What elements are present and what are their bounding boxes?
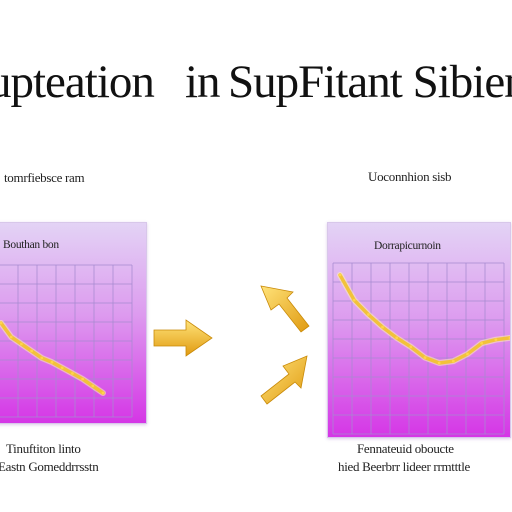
title-left: upteation (0, 56, 155, 108)
diagonal-up-arrow-icon (260, 285, 310, 333)
data-point (101, 391, 105, 395)
data-point (338, 273, 342, 277)
left-chart-inner-label: Bouthan bon (3, 239, 59, 251)
data-point (395, 336, 399, 340)
data-point (494, 338, 498, 342)
left-chart-top-caption: tomrfiebsce ram (4, 170, 85, 185)
data-point (50, 360, 54, 364)
data-point (381, 325, 384, 329)
data-point (71, 372, 74, 375)
page-title: upteation in SupFitant Sibien (0, 52, 512, 112)
right-chart-bottom-caption-1: Fennateuid oboucte (357, 441, 454, 456)
chart-background (0, 223, 146, 423)
data-point (0, 321, 3, 325)
right-chart-inner-label: Dorrapicurnoin (374, 240, 441, 252)
right-chart-top-caption: Uoconnhion sisb (368, 169, 452, 184)
right-chart-bottom-caption-2: hied Beerbrr lideer rrmtttle (338, 459, 471, 474)
data-point (423, 356, 427, 360)
right-arrow-icon (153, 319, 213, 357)
data-point (9, 335, 13, 339)
data-point (366, 313, 370, 316)
left-chart-panel: Bouthan bon (0, 222, 147, 424)
left-chart (0, 223, 146, 423)
title-middle: in (185, 56, 221, 108)
left-chart-bottom-caption-1: Tinuftiton linto (6, 441, 81, 456)
data-point (20, 342, 23, 346)
data-point (30, 349, 33, 353)
data-point (40, 356, 44, 360)
data-point (508, 336, 510, 340)
diagonal-down-arrow-icon (260, 355, 308, 405)
data-point (451, 359, 455, 363)
chart-background (328, 223, 510, 437)
data-point (81, 377, 84, 381)
title-right: SupFitant Sibien (228, 56, 512, 108)
data-point (480, 341, 484, 345)
data-point (60, 366, 64, 370)
data-point (437, 361, 441, 365)
data-point (352, 298, 356, 302)
right-chart-panel: Dorrapicurnoin (327, 222, 511, 438)
data-point (466, 352, 469, 356)
left-chart-bottom-caption-2: Eastn Gomeddrrsstn (0, 459, 99, 474)
right-chart (328, 223, 510, 437)
data-point (91, 384, 95, 388)
data-point (409, 345, 413, 349)
